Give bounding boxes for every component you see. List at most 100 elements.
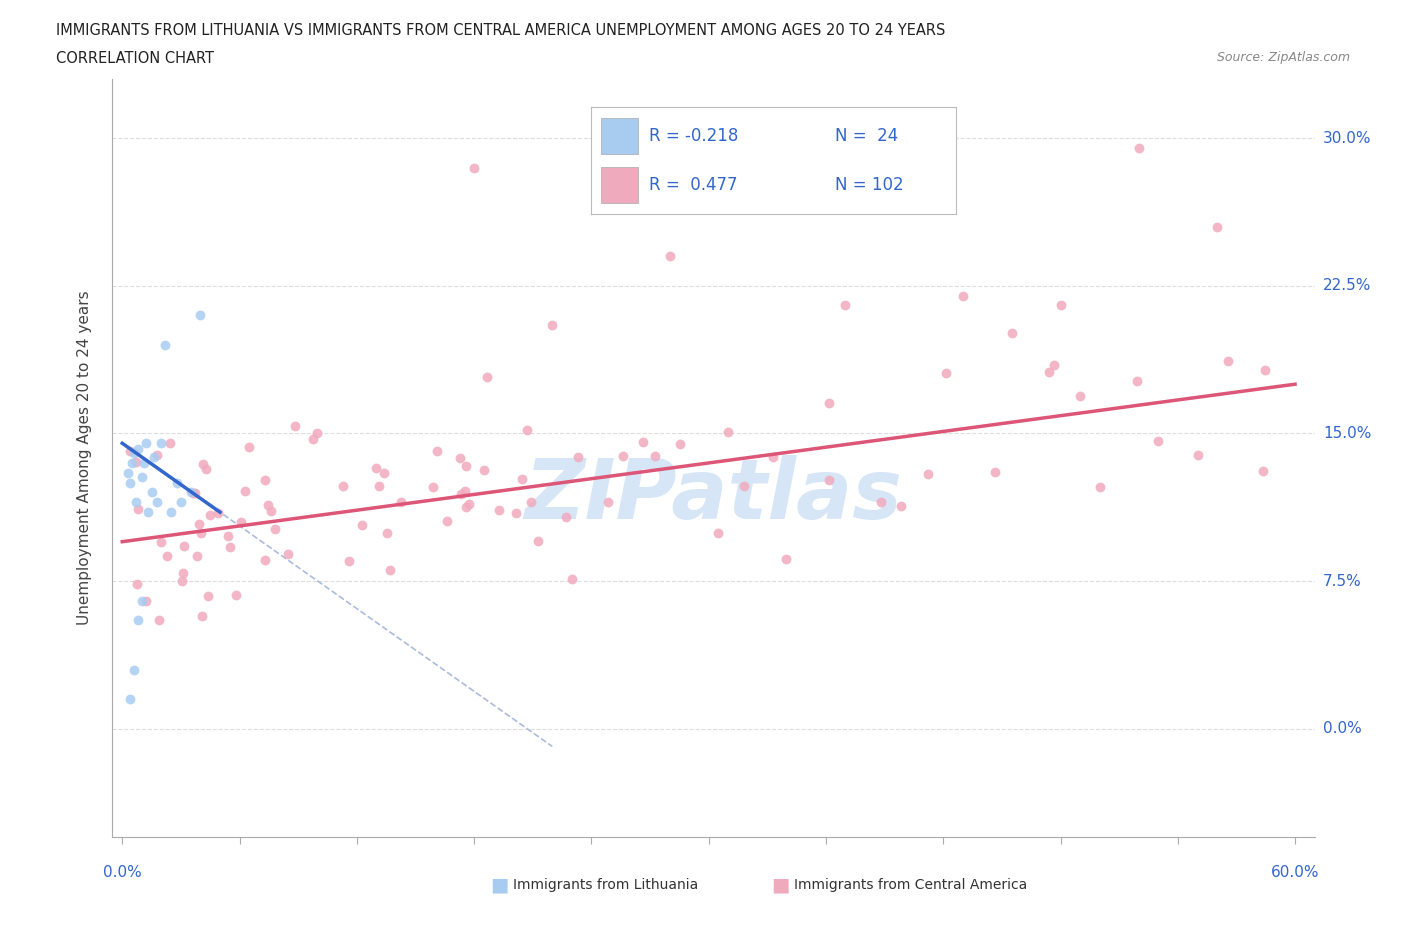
Text: 0.0%: 0.0% [103, 865, 142, 880]
Point [436, 513, 458, 528]
Point [218, 539, 240, 554]
Point [148, 613, 170, 628]
Text: N =  24: N = 24 [835, 126, 898, 145]
FancyBboxPatch shape [602, 166, 638, 204]
Point [181, 485, 204, 500]
Point [475, 369, 498, 384]
Point [612, 448, 634, 463]
Text: ■: ■ [770, 876, 790, 895]
Point [166, 475, 188, 490]
Y-axis label: Unemployment Among Ages 20 to 24 years: Unemployment Among Ages 20 to 24 years [77, 291, 91, 625]
Point [380, 563, 402, 578]
Point [191, 609, 214, 624]
Point [834, 298, 856, 312]
Point [180, 485, 202, 500]
Point [127, 577, 149, 591]
Point [554, 510, 576, 525]
Point [135, 436, 157, 451]
Point [917, 467, 939, 482]
Point [127, 442, 149, 457]
Text: 15.0%: 15.0% [1323, 426, 1371, 441]
Point [561, 571, 583, 586]
Text: R = -0.218: R = -0.218 [650, 126, 738, 145]
Point [1251, 463, 1274, 478]
FancyBboxPatch shape [602, 118, 638, 154]
Point [207, 506, 229, 521]
Text: Immigrants from Central America: Immigrants from Central America [794, 878, 1028, 893]
Point [352, 518, 374, 533]
Point [146, 495, 169, 510]
Point [184, 486, 207, 501]
Text: N = 102: N = 102 [835, 176, 904, 194]
Point [870, 495, 893, 510]
Point [1128, 140, 1150, 155]
Point [422, 479, 444, 494]
Point [172, 566, 194, 581]
Point [155, 338, 177, 352]
Text: 0.0%: 0.0% [1323, 722, 1361, 737]
Point [454, 459, 477, 474]
Point [332, 478, 354, 493]
Point [284, 419, 307, 434]
Point [302, 432, 325, 446]
Point [1049, 298, 1071, 312]
Text: R =  0.477: R = 0.477 [650, 176, 738, 194]
Point [264, 522, 287, 537]
Point [426, 444, 449, 458]
Point [307, 426, 329, 441]
Point [191, 457, 214, 472]
Point [125, 455, 148, 470]
Point [519, 495, 541, 510]
Point [984, 465, 1007, 480]
Point [935, 365, 957, 380]
Text: 7.5%: 7.5% [1323, 574, 1361, 589]
Point [190, 308, 212, 323]
Point [596, 494, 619, 509]
Text: Immigrants from Lithuania: Immigrants from Lithuania [513, 878, 699, 893]
Text: IMMIGRANTS FROM LITHUANIA VS IMMIGRANTS FROM CENTRAL AMERICA UNEMPLOYMENT AMONG : IMMIGRANTS FROM LITHUANIA VS IMMIGRANTS … [56, 23, 946, 38]
Point [198, 508, 221, 523]
Point [1090, 480, 1112, 495]
Point [1126, 373, 1149, 388]
Point [197, 589, 219, 604]
Point [458, 497, 481, 512]
Point [368, 479, 391, 494]
Point [1254, 363, 1277, 378]
Point [135, 593, 157, 608]
Point [118, 444, 141, 458]
Point [707, 526, 730, 541]
Point [156, 549, 179, 564]
Point [1147, 433, 1170, 448]
Text: ■: ■ [489, 876, 509, 895]
Point [127, 502, 149, 517]
Point [257, 498, 280, 512]
Point [131, 470, 153, 485]
Point [120, 475, 142, 490]
Point [733, 479, 755, 494]
Point [125, 495, 148, 510]
Point [170, 495, 193, 510]
Point [450, 486, 472, 501]
Point [762, 450, 785, 465]
Point [229, 514, 252, 529]
Point [818, 396, 841, 411]
Point [1187, 447, 1209, 462]
Point [669, 436, 692, 451]
Point [375, 525, 398, 540]
Point [253, 552, 276, 567]
Text: Source: ZipAtlas.com: Source: ZipAtlas.com [1216, 51, 1350, 64]
Point [775, 551, 797, 566]
Point [717, 424, 740, 439]
Point [277, 547, 299, 562]
Point [142, 449, 165, 464]
Point [890, 498, 912, 513]
Point [122, 445, 145, 460]
Point [364, 460, 387, 475]
Point [510, 472, 533, 486]
Point [173, 538, 195, 553]
Point [217, 529, 239, 544]
Point [117, 465, 139, 480]
Point [121, 456, 143, 471]
Point [472, 462, 495, 477]
Point [225, 588, 247, 603]
